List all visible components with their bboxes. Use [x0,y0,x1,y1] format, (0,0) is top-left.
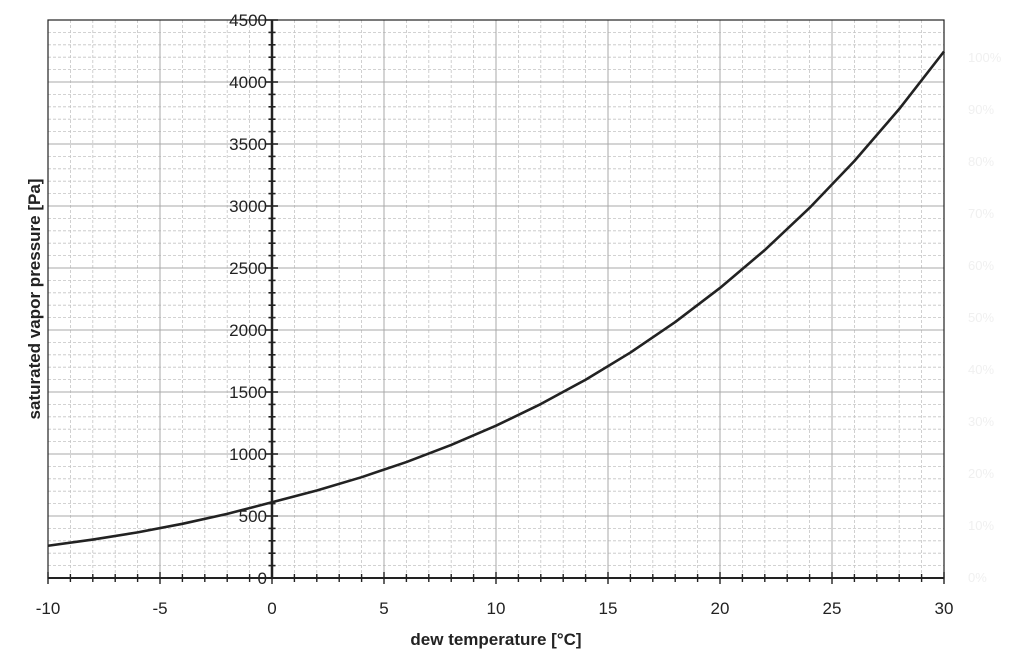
x-axis-title: dew temperature [°C] [410,630,581,649]
right-axis-label: 60% [968,258,994,273]
x-tick-label: 5 [379,599,388,618]
y-tick-label: 1500 [229,383,267,402]
y-tick-label: 4000 [229,73,267,92]
y-tick-label: 2000 [229,321,267,340]
right-axis-label: 90% [968,102,994,117]
right-axis-label: 10% [968,518,994,533]
x-tick-label: -10 [36,599,61,618]
right-axis-label: 100% [968,50,1002,65]
right-axis-label: 0% [968,570,987,585]
y-tick-labels: 0 500 1000 1500 2000 2500 3000 3500 4000 4500 [229,11,267,588]
y-tick-label: 3500 [229,135,267,154]
x-tick-labels: -10 -5 0 5 10 15 20 25 30 [36,599,954,618]
x-tick-label: 30 [935,599,954,618]
y-tick-label: 500 [239,507,267,526]
right-axis-label: 50% [968,310,994,325]
tick-marks [47,19,945,584]
x-tick-label: 10 [487,599,506,618]
y-tick-label: 3000 [229,197,267,216]
right-axis-label: 40% [968,362,994,377]
y-tick-label: 0 [258,569,267,588]
y-tick-label: 1000 [229,445,267,464]
y-tick-label: 2500 [229,259,267,278]
right-axis-label: 20% [968,466,994,481]
x-tick-label: -5 [152,599,167,618]
x-tick-label: 0 [267,599,276,618]
x-tick-label: 25 [823,599,842,618]
series-layer [47,50,946,548]
y-tick-label: 4500 [229,11,267,30]
x-tick-label: 20 [711,599,730,618]
major-grid [47,19,945,579]
right-axis-labels: 100% 90% 80% 70% 60% 50% 40% 30% 20% 10% 0% [968,50,1002,585]
vapor-pressure-curve [47,50,946,548]
y-axis-title: saturated vapor pressure [Pa] [25,179,44,420]
right-axis-label: 70% [968,206,994,221]
right-axis-label: 80% [968,154,994,169]
x-tick-label: 15 [599,599,618,618]
right-axis-label: 30% [968,414,994,429]
